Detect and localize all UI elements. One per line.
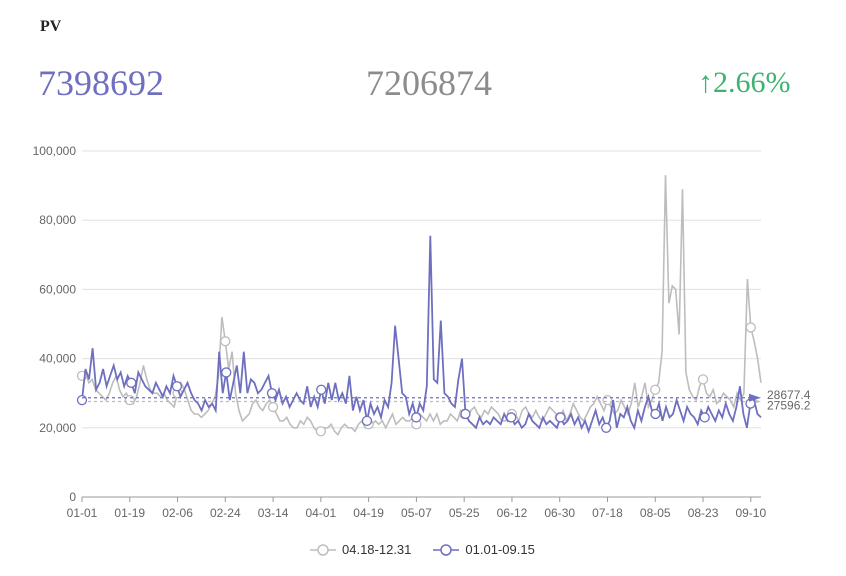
legend-item-previous[interactable]: 04.18-12.31: [310, 542, 411, 557]
x-tick-label: 02-24: [210, 506, 241, 520]
x-tick-label: 08-23: [688, 506, 719, 520]
series-point-1: [266, 388, 278, 399]
x-tick-label: 09-10: [735, 506, 766, 520]
x-tick-label: 08-05: [640, 506, 671, 520]
series-point-1: [126, 377, 137, 388]
x-tick-label: 04-01: [306, 506, 337, 520]
series-point-1: [361, 415, 373, 427]
average-label-0: 27596.2: [767, 399, 811, 413]
series-point-0: [315, 426, 326, 437]
y-tick-label: 40,000: [39, 352, 76, 366]
x-tick-label: 01-19: [114, 506, 145, 520]
series-point-0: [745, 322, 756, 333]
series-point-1: [601, 422, 612, 433]
x-tick-label: 06-30: [544, 506, 575, 520]
metric-title: PV: [40, 18, 62, 35]
chart-legend: 04.18-12.31 01.01-09.15: [310, 542, 535, 557]
x-tick-label: 02-06: [162, 506, 193, 520]
series-point-1: [76, 394, 88, 406]
series-point-0: [124, 394, 135, 406]
series-point-0: [220, 336, 231, 347]
legend-item-current[interactable]: 01.01-09.15: [433, 542, 535, 557]
average-label-1: 28677.4: [767, 388, 811, 402]
x-tick-label: 05-07: [401, 506, 432, 520]
series-point-1: [171, 381, 183, 392]
series-point-0: [602, 394, 613, 406]
legend-previous-label: 04.18-12.31: [342, 542, 412, 557]
change-percentage: ↑2.66%: [698, 66, 791, 99]
series-point-1: [506, 412, 517, 423]
average-arrow-1: [749, 393, 761, 402]
series-point-0: [697, 374, 709, 385]
y-tick-label: 60,000: [39, 282, 76, 296]
series-line-1: [81, 235, 762, 435]
previous-total: 7206874: [366, 63, 492, 103]
current-total: 7398692: [38, 63, 164, 103]
series-point-0: [267, 401, 279, 413]
y-tick-label: 0: [69, 490, 76, 504]
y-tick-label: 80,000: [39, 213, 76, 227]
series-point-1: [650, 408, 661, 420]
x-tick-label: 07-18: [592, 506, 623, 520]
series-point-1: [699, 412, 710, 423]
series-point-1: [411, 412, 422, 423]
x-tick-label: 04-19: [353, 506, 384, 520]
series-point-1: [555, 412, 566, 423]
y-tick-label: 20,000: [39, 421, 76, 435]
legend-current-label: 01.01-09.15: [465, 542, 535, 557]
y-tick-label: 100,000: [33, 144, 77, 158]
series-point-1: [460, 408, 471, 420]
x-tick-label: 05-25: [449, 506, 480, 520]
x-tick-label: 06-12: [497, 506, 528, 520]
x-tick-label: 03-14: [258, 506, 289, 520]
x-tick-label: 01-01: [67, 506, 98, 520]
series-point-0: [650, 384, 661, 395]
legend-current-marker-icon: [433, 543, 460, 556]
series-point-1: [316, 384, 327, 395]
legend-previous-marker-icon: [310, 543, 336, 556]
series-line-0: [81, 175, 762, 437]
series-point-1: [221, 367, 232, 378]
